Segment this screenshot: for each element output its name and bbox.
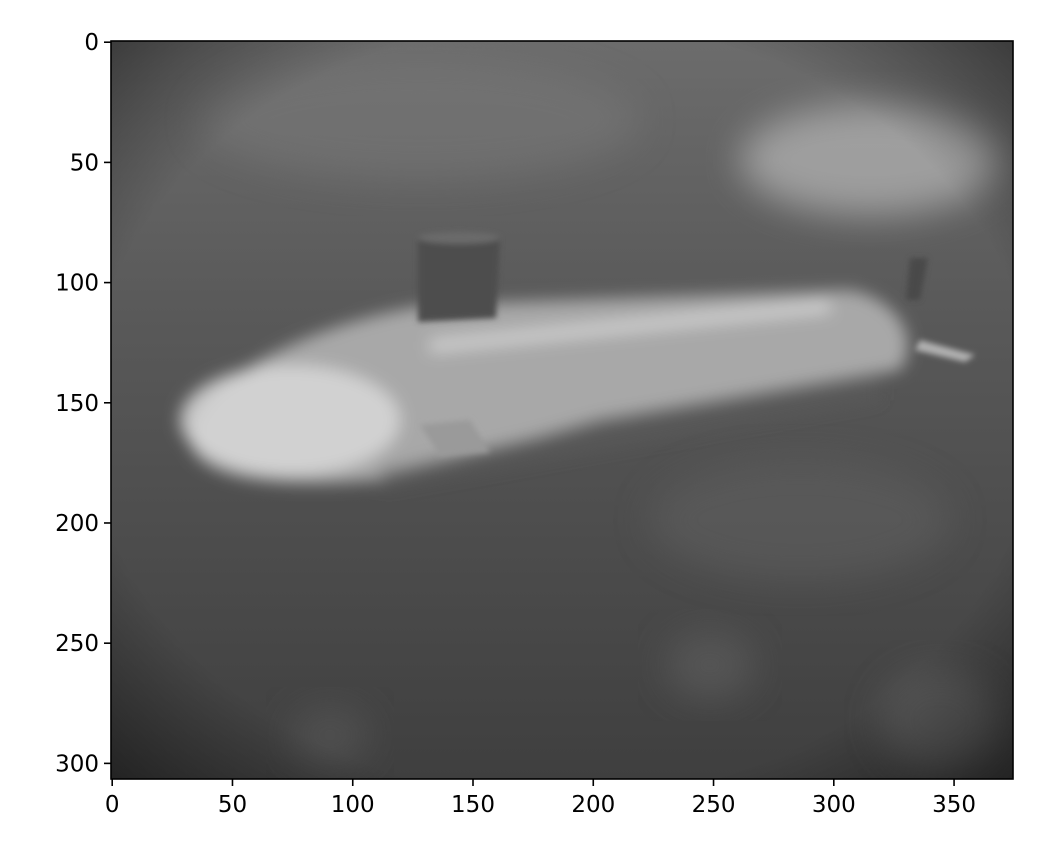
y-tick-label: 100 xyxy=(55,271,99,297)
x-tick-label: 350 xyxy=(932,792,976,818)
x-tick-label: 0 xyxy=(105,792,120,818)
x-tick-label: 150 xyxy=(451,792,495,818)
x-tick-label: 300 xyxy=(812,792,856,818)
x-tick-label: 50 xyxy=(218,792,247,818)
x-tick-label: 250 xyxy=(692,792,736,818)
y-tick-label: 300 xyxy=(55,751,99,777)
y-axis: 0 50 100 150 200 250 300 xyxy=(55,30,111,777)
x-tick-label: 100 xyxy=(331,792,375,818)
y-tick-label: 200 xyxy=(55,511,99,537)
y-tick-label: 250 xyxy=(55,631,99,657)
x-tick-label: 200 xyxy=(571,792,615,818)
y-tick-label: 50 xyxy=(70,150,99,176)
axes-frame xyxy=(110,40,1014,780)
heatmap-image xyxy=(111,41,1013,779)
x-axis: 0 50 100 150 200 250 300 350 xyxy=(105,779,976,818)
y-tick-label: 150 xyxy=(55,391,99,417)
y-tick-label: 0 xyxy=(84,30,99,56)
